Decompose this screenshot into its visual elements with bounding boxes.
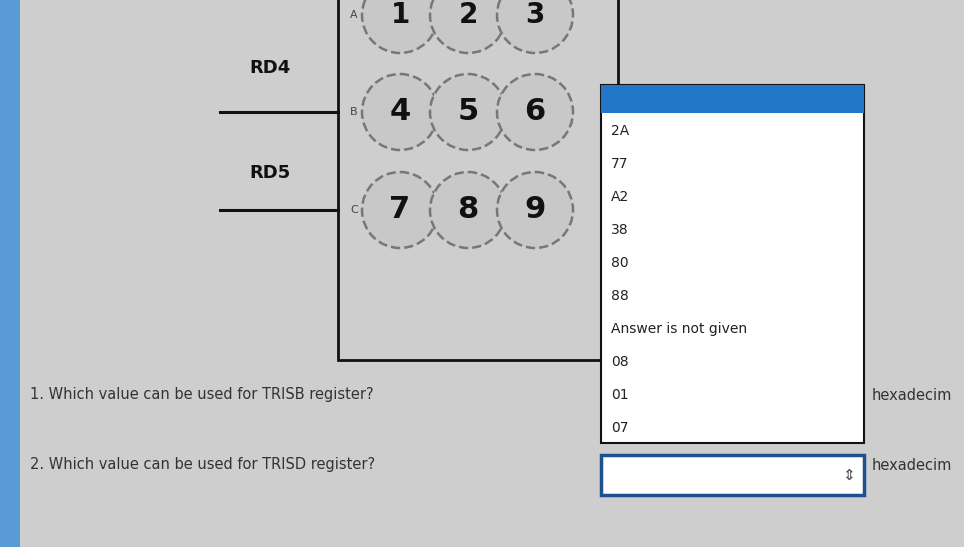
Text: ⇕: ⇕ [843, 468, 855, 482]
Bar [601, 85, 864, 113]
Bar [0, 0, 20, 547]
Text: 1. Which value can be used for TRISB register?: 1. Which value can be used for TRISB reg… [30, 387, 374, 403]
Bar [601, 455, 864, 495]
Ellipse shape [497, 0, 573, 53]
Ellipse shape [430, 74, 506, 150]
Text: RD5: RD5 [250, 164, 290, 182]
Text: 3: 3 [525, 1, 545, 29]
Text: 7: 7 [389, 195, 411, 224]
Text: 80: 80 [611, 256, 629, 270]
Text: RD4: RD4 [250, 59, 290, 77]
Text: 77: 77 [611, 157, 629, 171]
Ellipse shape [430, 0, 506, 53]
Text: Answer is not given: Answer is not given [611, 322, 747, 336]
Bar [338, 0, 618, 360]
Text: hexadecim: hexadecim [872, 457, 952, 473]
Text: 6: 6 [524, 97, 546, 126]
Text: 1: 1 [390, 1, 410, 29]
Text: C: C [350, 205, 358, 215]
Ellipse shape [497, 172, 573, 248]
Ellipse shape [362, 172, 438, 248]
Text: 8: 8 [457, 195, 478, 224]
Text: 2: 2 [458, 1, 478, 29]
Ellipse shape [362, 74, 438, 150]
Text: 9: 9 [524, 195, 546, 224]
Text: B: B [350, 107, 358, 117]
Ellipse shape [362, 0, 438, 53]
Text: 38: 38 [611, 223, 629, 237]
Text: 2. Which value can be used for TRISD register?: 2. Which value can be used for TRISD reg… [30, 457, 375, 473]
Text: 01: 01 [611, 388, 629, 402]
Text: hexadecim: hexadecim [872, 387, 952, 403]
Text: 4: 4 [389, 97, 411, 126]
Ellipse shape [497, 74, 573, 150]
Text: 08: 08 [611, 355, 629, 369]
Text: A2: A2 [611, 190, 629, 204]
Text: 88: 88 [611, 289, 629, 303]
Text: 5: 5 [457, 97, 478, 126]
Text: 07: 07 [611, 421, 629, 435]
Text: A: A [350, 10, 358, 20]
Bar [601, 85, 864, 443]
Ellipse shape [430, 172, 506, 248]
Text: 2A: 2A [611, 124, 629, 138]
